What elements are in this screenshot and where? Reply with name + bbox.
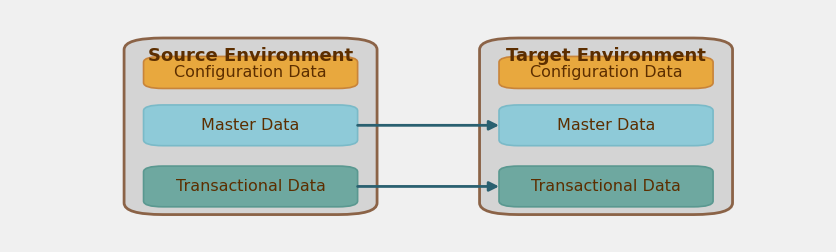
FancyBboxPatch shape	[498, 56, 712, 88]
Text: Master Data: Master Data	[201, 118, 299, 133]
Text: Transactional Data: Transactional Data	[531, 179, 681, 194]
FancyBboxPatch shape	[124, 38, 377, 215]
FancyBboxPatch shape	[479, 38, 732, 215]
Text: Master Data: Master Data	[556, 118, 655, 133]
FancyBboxPatch shape	[498, 166, 712, 207]
Text: Target Environment: Target Environment	[506, 47, 705, 66]
Text: Source Environment: Source Environment	[148, 47, 353, 66]
FancyBboxPatch shape	[498, 105, 712, 146]
Text: Transactional Data: Transactional Data	[176, 179, 325, 194]
Text: Configuration Data: Configuration Data	[174, 65, 327, 80]
FancyBboxPatch shape	[144, 105, 357, 146]
FancyBboxPatch shape	[144, 56, 357, 88]
FancyBboxPatch shape	[144, 166, 357, 207]
Text: Configuration Data: Configuration Data	[529, 65, 681, 80]
